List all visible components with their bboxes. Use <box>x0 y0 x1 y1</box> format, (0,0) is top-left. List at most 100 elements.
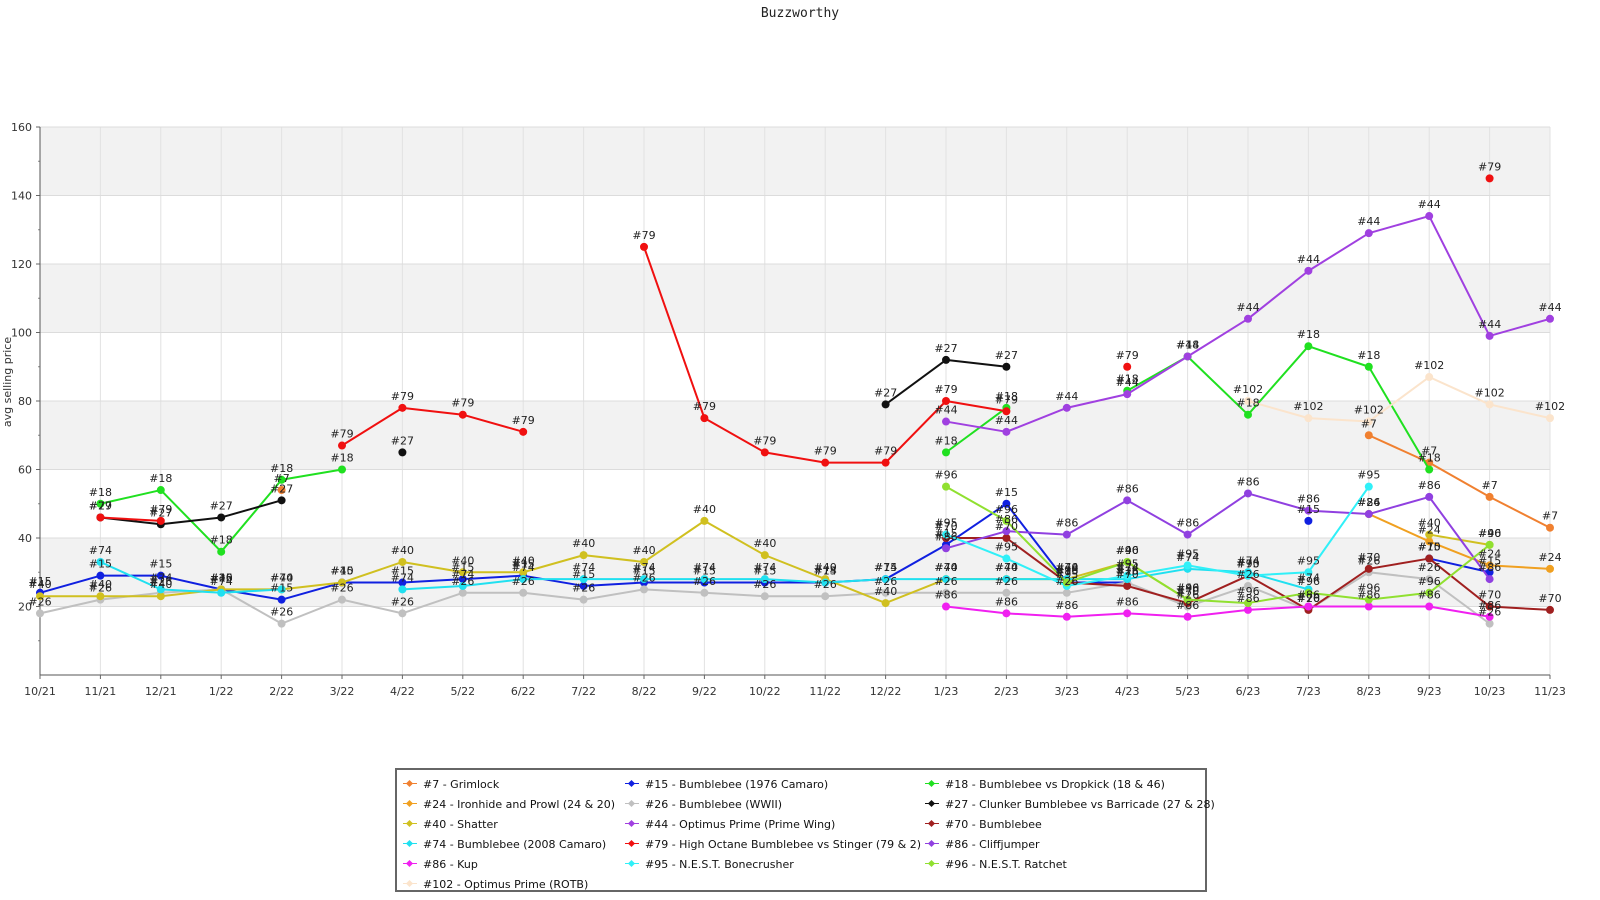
data-point <box>1425 530 1434 539</box>
series-14 <box>942 482 1494 608</box>
data-point <box>1002 427 1011 436</box>
data-label: #26 <box>1297 592 1320 605</box>
x-tick-label: 7/22 <box>571 685 596 698</box>
data-point <box>1425 554 1434 563</box>
data-label: #26 <box>632 571 655 584</box>
legend-item: #96 - N.E.S.T. Ratchet <box>925 854 1205 874</box>
data-label: #96 <box>1055 565 1078 578</box>
data-point <box>1244 599 1252 608</box>
data-label: #18 <box>1176 338 1199 351</box>
y-tick-label: 100 <box>11 327 32 340</box>
data-label: #74 <box>1055 561 1078 574</box>
data-label: #15 <box>572 568 595 581</box>
data-point <box>519 427 528 436</box>
data-label: #24 <box>1538 551 1561 564</box>
data-label: #40 <box>451 554 474 567</box>
legend-item: #26 - Bumblebee (WWII) <box>625 794 925 814</box>
data-point <box>277 595 286 604</box>
legend-label: #15 - Bumblebee (1976 Camaro) <box>645 777 829 791</box>
data-label: #74 <box>572 561 595 574</box>
data-label: #102 <box>1474 386 1504 399</box>
data-point <box>881 575 890 584</box>
data-point <box>1002 588 1011 597</box>
data-label: #26 <box>1478 606 1501 619</box>
data-point <box>156 592 165 601</box>
data-point <box>96 571 105 580</box>
data-label: #79 <box>512 414 535 427</box>
data-point <box>640 585 648 594</box>
data-label: #44 <box>934 404 957 417</box>
data-label: #86 <box>1357 589 1380 602</box>
series-layer <box>36 174 1554 628</box>
data-label: #44 <box>1538 301 1561 314</box>
data-label: #40 <box>28 578 51 591</box>
series-line <box>945 605 1490 618</box>
series-10 <box>96 174 1494 525</box>
data-point <box>338 595 346 604</box>
data-label: #70 <box>1297 592 1320 605</box>
x-tick-label: 11/21 <box>85 685 117 698</box>
data-label: #27 <box>270 482 293 495</box>
data-point <box>640 575 648 584</box>
data-label: #95 <box>1236 558 1259 571</box>
data-point <box>96 557 105 566</box>
data-label: #15 <box>210 571 233 584</box>
data-point <box>1546 564 1554 573</box>
data-point <box>1304 602 1313 611</box>
data-point <box>1002 407 1011 416</box>
series-11 <box>942 489 1494 584</box>
legend-item: #24 - Ironhide and Prowl (24 & 20) <box>403 794 625 814</box>
data-point <box>700 414 709 423</box>
data-point <box>1425 373 1434 382</box>
y-tick-label: 40 <box>18 532 32 545</box>
data-label: #86 <box>1055 517 1078 530</box>
data-point <box>1304 414 1313 423</box>
data-label: #27 <box>874 386 897 399</box>
data-point <box>1364 595 1373 604</box>
data-label: #86 <box>1116 595 1139 608</box>
data-label: #40 <box>1478 527 1501 540</box>
data-label: #18 <box>1236 397 1259 410</box>
data-point <box>881 400 890 409</box>
series-line <box>1428 557 1490 574</box>
data-label: #79 <box>934 383 957 396</box>
data-label: #96 <box>1176 582 1199 595</box>
data-point <box>881 588 890 597</box>
data-point <box>1244 571 1252 580</box>
data-label: #15 <box>149 558 172 571</box>
legend-label: #7 - Grimlock <box>423 777 500 791</box>
data-label: #79 <box>995 393 1018 406</box>
data-point <box>1244 314 1252 323</box>
series-line <box>1247 376 1551 423</box>
data-point <box>942 397 950 405</box>
x-tick-label: 5/22 <box>450 685 475 698</box>
data-point <box>579 595 588 604</box>
data-label: #15 <box>814 565 837 578</box>
data-label: #18 <box>330 452 353 465</box>
plot-band <box>40 127 1550 196</box>
data-label: #18 <box>934 434 957 447</box>
data-label: #74 <box>149 571 172 584</box>
x-tick-label: 9/23 <box>1417 685 1442 698</box>
data-label: #70 <box>934 520 957 533</box>
data-point <box>519 588 528 597</box>
data-point <box>398 609 407 618</box>
legend-swatch <box>925 819 939 829</box>
data-point <box>398 403 407 412</box>
data-point <box>277 486 286 495</box>
data-label: #15 <box>270 582 293 595</box>
data-label: #70 <box>1478 589 1501 602</box>
data-label: #95 <box>1357 469 1380 482</box>
data-label: #74 <box>693 561 716 574</box>
data-label: #95 <box>1297 554 1320 567</box>
data-point <box>458 575 467 584</box>
data-point <box>1304 588 1313 597</box>
legend-swatch <box>925 839 939 849</box>
x-tick-label: 11/23 <box>1534 685 1566 698</box>
data-label: #26 <box>1418 561 1441 574</box>
legend-swatch <box>925 779 939 789</box>
legend-item: #86 - Kup <box>403 854 625 874</box>
x-tick-label: 4/22 <box>390 685 415 698</box>
data-label: #26 <box>210 571 233 584</box>
x-tick-label: 2/23 <box>994 685 1019 698</box>
